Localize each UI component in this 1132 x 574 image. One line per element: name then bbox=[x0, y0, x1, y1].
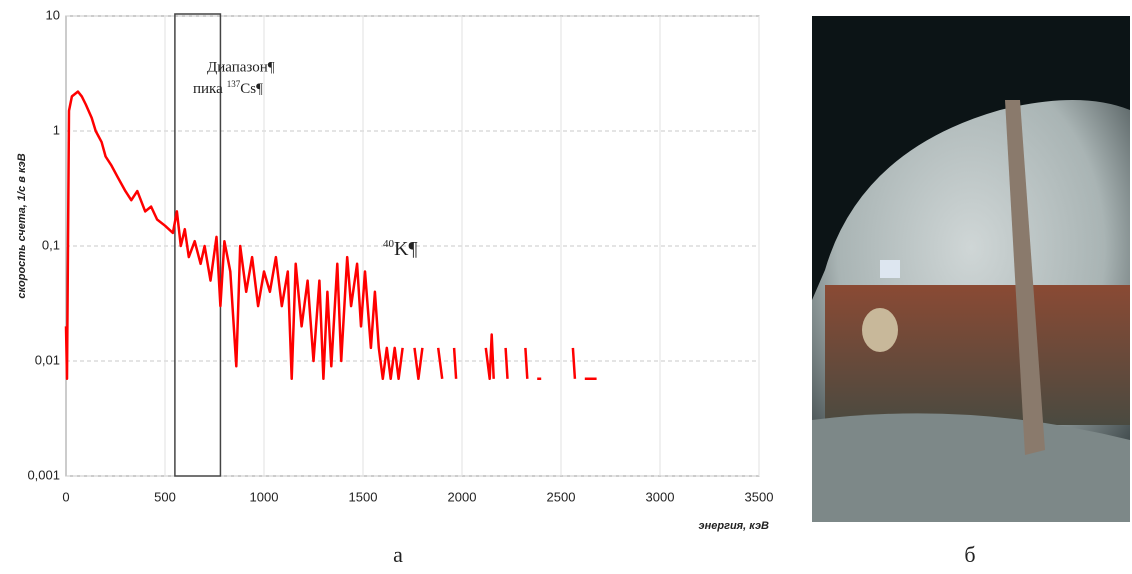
x-tick-label: 3000 bbox=[646, 489, 675, 504]
window-label-part: Cs¶ bbox=[240, 81, 263, 97]
x-tick-label: 1000 bbox=[250, 489, 279, 504]
y-axis-label: скорость счета, 1/с в кэВ bbox=[16, 153, 28, 298]
panel-label: а bbox=[393, 542, 403, 567]
x-tick-label: 2000 bbox=[448, 489, 477, 504]
x-axis-label: энергия, кэВ bbox=[699, 520, 770, 532]
photo bbox=[812, 16, 1130, 522]
peak-label-part: K¶ bbox=[394, 238, 418, 260]
y-tick-label: 1 bbox=[53, 122, 60, 137]
spectrum-line bbox=[66, 92, 597, 379]
window-label: Диапазон¶ bbox=[207, 59, 275, 75]
y-tick-label: 0,1 bbox=[42, 237, 60, 252]
x-tick-label: 3500 bbox=[745, 489, 774, 504]
peak-label: 40K¶ bbox=[383, 238, 418, 260]
x-tick-label: 2500 bbox=[547, 489, 576, 504]
y-tick-label: 10 bbox=[46, 7, 60, 22]
figure: 0,001 0,01 0,1 1 10 0 500 1000 1500 2000 2500 3000 3… bbox=[0, 0, 1132, 574]
window-label-sup: 137 bbox=[227, 79, 241, 89]
x-tick-label: 0 bbox=[62, 489, 69, 504]
x-tick-label: 1500 bbox=[349, 489, 378, 504]
window-label: пика 137Cs¶ bbox=[193, 79, 263, 97]
peak-label-sup: 40 bbox=[383, 238, 395, 250]
window-label-part: пика bbox=[193, 81, 223, 97]
y-tick-label: 0,001 bbox=[27, 467, 60, 482]
x-tick-label: 500 bbox=[154, 489, 176, 504]
panel-label: б bbox=[964, 542, 975, 567]
y-tick-label: 0,01 bbox=[35, 352, 60, 367]
